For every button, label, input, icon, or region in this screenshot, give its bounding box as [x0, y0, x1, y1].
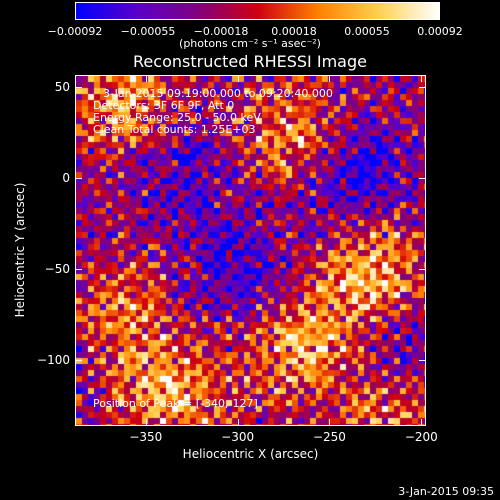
x-tick-mark	[329, 419, 330, 425]
y-tick-mark	[419, 360, 425, 361]
x-tick-mark	[329, 76, 330, 82]
x-tick-label: −300	[221, 430, 255, 444]
annotation-detectors: Detectors: 3F 6F 9F, Att 0	[93, 99, 235, 112]
annotation-time-range: 3-Jan-2015 09:19:00.000 to 09:20:40.000	[103, 87, 333, 100]
annotation-peak-position: Position of Peak = [-340,-127]	[93, 397, 258, 410]
colorbar-tick-label: 0.00092	[417, 25, 463, 38]
x-tick-label: −250	[312, 430, 346, 444]
plot-frame	[75, 75, 426, 426]
colorbar-units: (photons cm⁻² s⁻¹ asec⁻²)	[179, 37, 321, 50]
y-tick-label: 0	[62, 170, 70, 185]
y-tick-mark	[419, 178, 425, 179]
y-tick-mark	[76, 360, 82, 361]
y-tick-mark	[419, 269, 425, 270]
x-tick-label: −200	[404, 430, 438, 444]
y-tick-label: 50	[54, 79, 70, 94]
colorbar	[75, 2, 440, 20]
y-tick-mark	[419, 87, 425, 88]
y-tick-mark	[76, 178, 82, 179]
x-tick-mark	[238, 76, 239, 82]
y-tick-label: −50	[44, 261, 70, 276]
annotation-method: Clean Total counts: 1.25E+03	[93, 123, 256, 136]
colorbar-tick-label: −0.00092	[47, 25, 103, 38]
x-tick-mark	[421, 419, 422, 425]
x-tick-mark	[238, 419, 239, 425]
x-axis-label: Heliocentric X (arcsec)	[182, 447, 319, 461]
x-tick-mark	[421, 76, 422, 82]
colorbar-tick-label: −0.00018	[193, 25, 249, 38]
y-tick-label: −100	[37, 352, 70, 367]
heatmap-image	[76, 76, 425, 425]
annotation-energy-range: Energy Range: 25.0 - 50.0 keV	[93, 111, 261, 124]
x-tick-mark	[146, 76, 147, 82]
y-tick-mark	[76, 87, 82, 88]
x-tick-label: −350	[129, 430, 163, 444]
x-tick-mark	[146, 419, 147, 425]
colorbar-tick-label: 0.00018	[271, 25, 317, 38]
y-axis-label: Heliocentric Y (arcsec)	[13, 182, 27, 318]
chart-title: Reconstructed RHESSI Image	[133, 52, 367, 71]
timestamp: 3-Jan-2015 09:35	[398, 485, 494, 498]
colorbar-tick-label: 0.00055	[344, 25, 390, 38]
colorbar-tick-label: −0.00055	[120, 25, 176, 38]
y-tick-mark	[76, 269, 82, 270]
